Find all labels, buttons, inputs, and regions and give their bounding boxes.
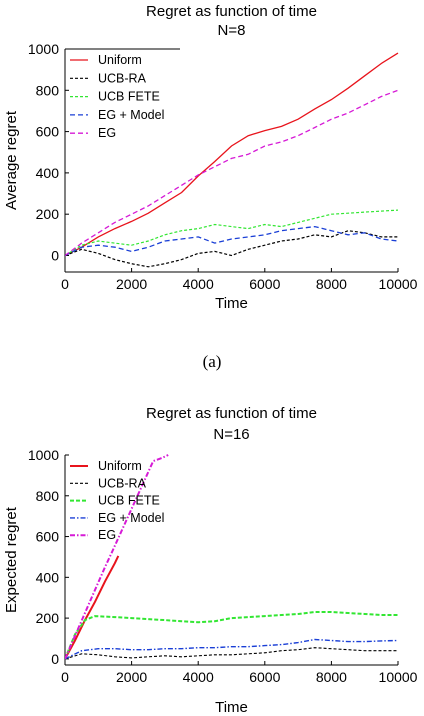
chart-title: Regret as function of time (146, 3, 317, 20)
series-line-eg-model (65, 638, 399, 660)
legend-label: UCB FETE (98, 90, 160, 104)
y-tick-label: 800 (36, 82, 60, 98)
series-line-uniform (65, 52, 399, 257)
y-tick-label: 600 (36, 124, 60, 140)
x-tick-label: 0 (61, 669, 69, 685)
series-group (65, 454, 399, 660)
x-tick-label: 4000 (183, 276, 214, 292)
y-axis-label: Average regret (3, 110, 20, 210)
legend-label: UCB-RA (98, 71, 147, 85)
x-axis-label: Time (215, 295, 248, 312)
series-line-eg (65, 89, 399, 257)
legend: Uniform UCB-RA UCB FETE EG + Model EG (65, 48, 180, 140)
series-group (65, 52, 399, 268)
figure-caption: (a) (203, 352, 222, 371)
series-line-ucb-ra (65, 647, 398, 660)
y-tick-label: 200 (36, 610, 60, 626)
legend-label: EG (98, 528, 116, 542)
legend-label: EG + Model (98, 511, 164, 525)
series-line-uniform (65, 555, 120, 660)
x-tick-label: 6000 (249, 669, 280, 685)
series-line-eg (65, 454, 169, 660)
x-tick-label: 8000 (316, 276, 347, 292)
series-line-ucb-ra (65, 230, 398, 268)
x-tick-label: 2000 (116, 276, 147, 292)
legend-label: Uniform (98, 459, 142, 473)
series-line-eg-model (65, 225, 399, 257)
x-tick-label: 10000 (379, 276, 418, 292)
series-line-ucb-fete (65, 209, 399, 257)
x-tick-label: 2000 (116, 669, 147, 685)
x-tick-label: 6000 (249, 276, 280, 292)
legend-label: UCB FETE (98, 494, 160, 508)
legend-label: EG + Model (98, 108, 164, 122)
y-tick-label: 600 (36, 529, 60, 545)
chart-title: Regret as function of time (146, 405, 317, 422)
y-tick-label: 1000 (28, 41, 59, 57)
y-tick-label: 200 (36, 206, 60, 222)
x-tick-label: 8000 (316, 669, 347, 685)
x-tick-label: 0 (61, 276, 69, 292)
y-tick-label: 0 (51, 651, 59, 667)
legend-label: Uniform (98, 53, 142, 67)
legend-label: UCB-RA (98, 476, 147, 490)
legend: Uniform UCB-RA UCB FETE EG + Model EG (70, 459, 164, 542)
y-tick-label: 400 (36, 165, 60, 181)
y-tick-label: 0 (51, 247, 59, 263)
y-tick-label: 1000 (28, 447, 59, 463)
y-tick-label: 800 (36, 488, 60, 504)
x-tick-label: 10000 (379, 669, 418, 685)
x-axis-label: Time (215, 699, 248, 716)
series-line-ucb-fete (65, 611, 398, 660)
x-tick-label: 4000 (183, 669, 214, 685)
y-axis-label: Expected regret (3, 506, 20, 613)
y-tick-label: 400 (36, 569, 60, 585)
chart-subtitle: N=8 (218, 22, 246, 39)
chart-subtitle: N=16 (213, 426, 249, 443)
legend-label: EG (98, 126, 116, 140)
